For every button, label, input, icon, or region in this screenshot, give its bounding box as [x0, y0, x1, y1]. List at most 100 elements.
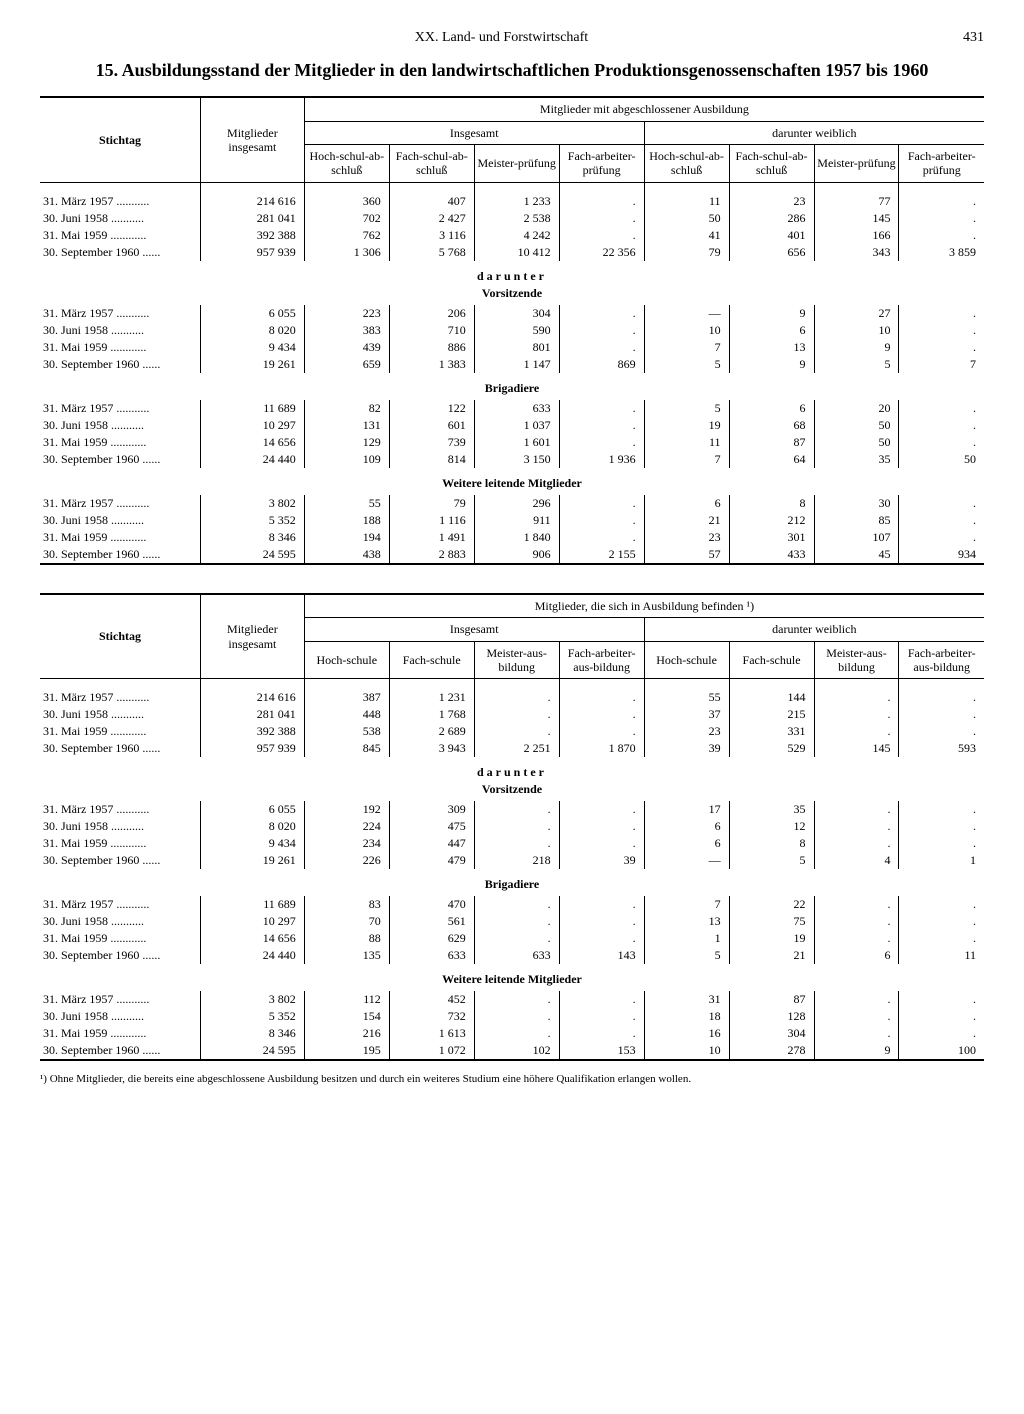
cell: 216: [304, 1025, 389, 1042]
cell: 135: [304, 947, 389, 964]
cell: 2 155: [559, 546, 644, 564]
cell: .: [814, 930, 899, 947]
cell: .: [899, 913, 984, 930]
cell: 8 346: [200, 529, 304, 546]
table-row: 30. September 1960 ......24 5954382 8839…: [40, 546, 984, 564]
cell: 13: [729, 339, 814, 356]
cell: 35: [729, 801, 814, 818]
cell: 6 055: [200, 801, 304, 818]
table-row: 31. März 1957 ...........6 055223206304.…: [40, 305, 984, 322]
cell: 732: [389, 1008, 474, 1025]
page-number: 431: [963, 30, 984, 46]
cell: 448: [304, 706, 389, 723]
cell: 131: [304, 417, 389, 434]
cell: 50: [644, 210, 729, 227]
table-row: 30. Juni 1958 ...........281 0417022 427…: [40, 210, 984, 227]
cell: 23: [644, 723, 729, 740]
cell: 226: [304, 852, 389, 869]
cell: 629: [389, 930, 474, 947]
cell: 10 412: [474, 244, 559, 261]
cell: .: [899, 193, 984, 210]
cell: 88: [304, 930, 389, 947]
cell: 8 020: [200, 322, 304, 339]
cell: 739: [389, 434, 474, 451]
cell: .: [899, 835, 984, 852]
table-row: 30. September 1960 ......24 4401098143 1…: [40, 451, 984, 468]
row-date: 31. Mai 1959 ............: [40, 930, 200, 947]
cell: .: [474, 835, 559, 852]
cell: 286: [729, 210, 814, 227]
cell: .: [474, 1008, 559, 1025]
cell: 154: [304, 1008, 389, 1025]
cell: 11: [644, 193, 729, 210]
cell: 214 616: [200, 193, 304, 210]
cell: .: [559, 1008, 644, 1025]
cell: 9: [729, 356, 814, 373]
cell: 3 943: [389, 740, 474, 757]
cell: .: [474, 913, 559, 930]
row-date: 30. September 1960 ......: [40, 546, 200, 564]
row-date: 31. Mai 1959 ............: [40, 227, 200, 244]
cell: 10 297: [200, 417, 304, 434]
cell: .: [899, 305, 984, 322]
cell: 64: [729, 451, 814, 468]
cell: 192: [304, 801, 389, 818]
cell: 6: [644, 818, 729, 835]
cell: 87: [729, 434, 814, 451]
cell: 538: [304, 723, 389, 740]
cell: 1 768: [389, 706, 474, 723]
col-stichtag: Stichtag: [40, 97, 200, 182]
cell: 82: [304, 400, 389, 417]
table-row: 31. März 1957 ...........214 6163871 231…: [40, 689, 984, 706]
cell: 8: [729, 495, 814, 512]
table-completed: Stichtag Mitglieder insgesamt Mitglieder…: [40, 96, 984, 593]
cell: 1 116: [389, 512, 474, 529]
row-date: 31. Mai 1959 ............: [40, 434, 200, 451]
cell: 129: [304, 434, 389, 451]
cell: .: [559, 723, 644, 740]
cell: 343: [814, 244, 899, 261]
row-date: 30. September 1960 ......: [40, 947, 200, 964]
cell: 128: [729, 1008, 814, 1025]
cell: 144: [729, 689, 814, 706]
cell: 83: [304, 896, 389, 913]
cell: .: [899, 434, 984, 451]
cell: 223: [304, 305, 389, 322]
cell: 24 440: [200, 451, 304, 468]
cell: 10: [644, 322, 729, 339]
cell: 6: [729, 400, 814, 417]
cell: .: [474, 1025, 559, 1042]
cell: 934: [899, 546, 984, 564]
cell: .: [814, 896, 899, 913]
cell: 22: [729, 896, 814, 913]
cell: 1 936: [559, 451, 644, 468]
table-row: 31. März 1957 ...........11 68983470..72…: [40, 896, 984, 913]
cell: 10: [814, 322, 899, 339]
cell: 24 440: [200, 947, 304, 964]
cell: .: [559, 495, 644, 512]
cell: 281 041: [200, 210, 304, 227]
cell: 475: [389, 818, 474, 835]
cell: 906: [474, 546, 559, 564]
cell: 433: [729, 546, 814, 564]
cell: 5: [729, 852, 814, 869]
cell: .: [899, 706, 984, 723]
cell: .: [814, 706, 899, 723]
cell: 1 840: [474, 529, 559, 546]
cell: 447: [389, 835, 474, 852]
cell: 8 346: [200, 1025, 304, 1042]
cell: .: [474, 896, 559, 913]
cell: 14 656: [200, 434, 304, 451]
cell: 11 689: [200, 896, 304, 913]
cell: 1 491: [389, 529, 474, 546]
cell: 360: [304, 193, 389, 210]
col-insgesamt: Insgesamt: [304, 121, 644, 144]
cell: 22 356: [559, 244, 644, 261]
cell: 659: [304, 356, 389, 373]
cell: .: [474, 723, 559, 740]
table-row: 31. Mai 1959 ............392 3887623 116…: [40, 227, 984, 244]
cell: 710: [389, 322, 474, 339]
cell: .: [814, 991, 899, 1008]
table-row: 31. März 1957 ...........214 6163604071 …: [40, 193, 984, 210]
col-completed-group: Mitglieder mit abgeschlossener Ausbildun…: [304, 97, 984, 121]
